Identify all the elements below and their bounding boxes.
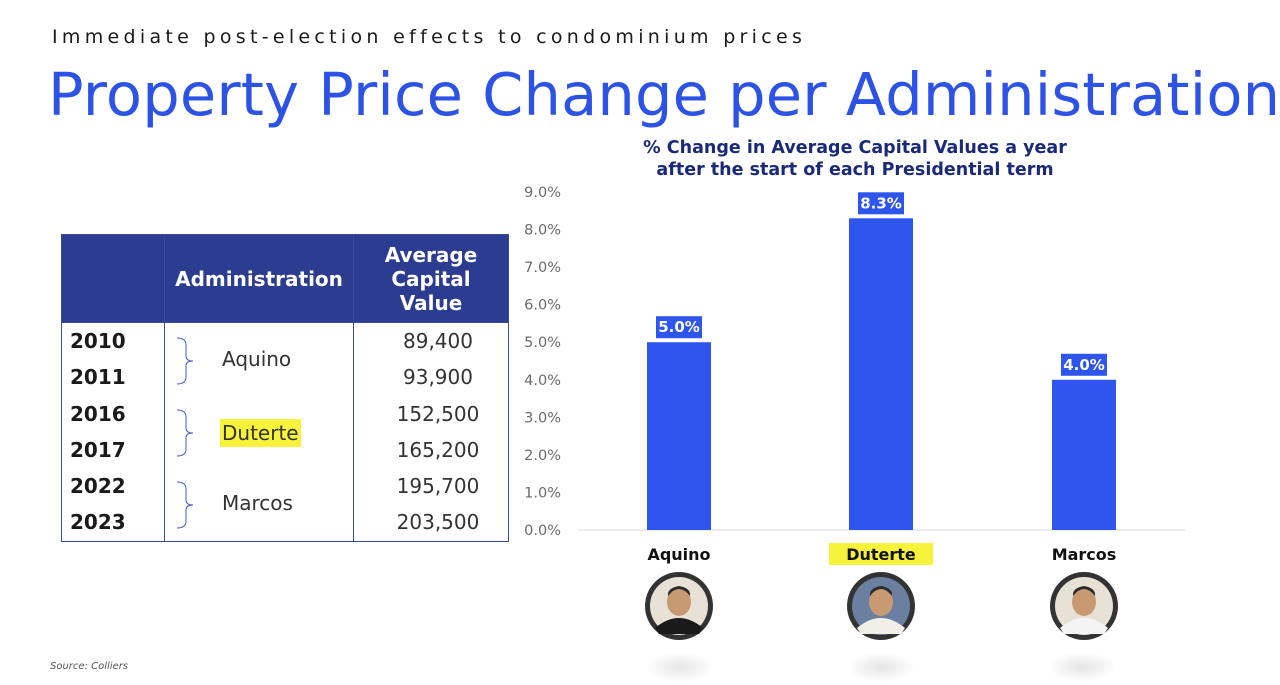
capital-value-table: Administration Average Capital Value 201… bbox=[61, 234, 509, 542]
year-cell: 2017 bbox=[70, 437, 126, 462]
header-year bbox=[61, 234, 165, 323]
data-label: 8.3% bbox=[860, 194, 902, 212]
brace-icon bbox=[177, 481, 194, 529]
data-label-box bbox=[656, 316, 702, 339]
category-label: Aquino bbox=[647, 545, 710, 564]
year-cell: 2023 bbox=[70, 510, 126, 535]
portrait-shadow bbox=[846, 652, 916, 682]
year-cell: 2010 bbox=[70, 329, 126, 353]
table-body-row: 2010 2011 2016 2017 2022 2023 Aquino bbox=[61, 322, 509, 542]
values-column: 89,400 93,900 152,500 165,200 195,700 20… bbox=[353, 322, 509, 542]
y-tick-label: 8.0% bbox=[524, 223, 561, 239]
portrait-shadow bbox=[645, 652, 715, 682]
y-tick-label: 5.0% bbox=[524, 335, 561, 351]
table-header-row: Administration Average Capital Value bbox=[61, 234, 509, 323]
y-tick-label: 3.0% bbox=[524, 410, 561, 426]
avatar-shoulders bbox=[1060, 618, 1108, 634]
data-label-box bbox=[858, 192, 904, 215]
avatar bbox=[645, 572, 713, 640]
header-value-line: Average bbox=[384, 242, 478, 267]
slide-title: Property Price Change per Administration bbox=[48, 60, 1280, 129]
avatar-hair bbox=[667, 586, 691, 596]
administration-column: Aquino Duterte Marcos bbox=[164, 322, 354, 542]
year-cell: 2011 bbox=[70, 365, 126, 390]
avatar-face bbox=[1072, 588, 1096, 616]
value-cell: 152,500 bbox=[396, 401, 480, 426]
avatar-face bbox=[869, 588, 893, 616]
header-value-line: Value bbox=[399, 290, 463, 315]
header-value-line: Capital bbox=[391, 266, 471, 291]
y-tick-label: 4.0% bbox=[524, 373, 561, 389]
year-cell: 2016 bbox=[70, 401, 126, 426]
value-cell: 195,700 bbox=[396, 474, 480, 499]
value-cell: 203,500 bbox=[396, 510, 480, 535]
y-tick-label: 6.0% bbox=[524, 298, 561, 314]
chart-title: % Change in Average Capital Values a yea… bbox=[550, 137, 1160, 181]
y-tick-label: 1.0% bbox=[524, 485, 561, 501]
avatar bbox=[1050, 572, 1118, 640]
chart-title-line-1: % Change in Average Capital Values a yea… bbox=[643, 138, 1067, 158]
y-tick-label: 9.0% bbox=[524, 185, 561, 201]
avatar-shoulders bbox=[655, 618, 703, 634]
admin-name-duterte: Duterte bbox=[220, 419, 301, 447]
slide-eyebrow: Immediate post-election effects to condo… bbox=[52, 26, 807, 48]
brace-icon bbox=[177, 337, 194, 385]
y-tick-label: 2.0% bbox=[524, 448, 561, 464]
avatar bbox=[847, 572, 915, 640]
avatar-hair bbox=[869, 586, 893, 596]
bar-duterte bbox=[849, 218, 913, 531]
value-cell: 165,200 bbox=[396, 437, 480, 462]
category-label: Marcos bbox=[1052, 545, 1117, 564]
avatar-face bbox=[667, 588, 691, 616]
data-label: 5.0% bbox=[658, 318, 700, 336]
avatar-shoulders bbox=[857, 618, 905, 634]
avatar-hair bbox=[1072, 586, 1096, 596]
admin-name-aquino: Aquino bbox=[222, 347, 292, 371]
years-column: 2010 2011 2016 2017 2022 2023 bbox=[61, 322, 165, 542]
bar-marcos bbox=[1052, 379, 1116, 530]
value-cell: 89,400 bbox=[403, 329, 473, 353]
header-average-capital-value: Average Capital Value bbox=[353, 234, 509, 323]
brace-icon bbox=[177, 409, 194, 457]
y-tick-label: 7.0% bbox=[524, 260, 561, 276]
category-label: Duterte bbox=[846, 545, 916, 564]
category-highlight bbox=[829, 543, 933, 565]
data-label: 4.0% bbox=[1063, 356, 1105, 374]
header-administration: Administration bbox=[164, 234, 354, 323]
y-tick-label: 0.0% bbox=[524, 523, 561, 539]
data-label-box bbox=[1061, 353, 1107, 376]
portrait-shadow bbox=[1047, 652, 1117, 682]
bar-aquino bbox=[647, 342, 711, 530]
admin-name-marcos: Marcos bbox=[222, 491, 293, 515]
source-note: Source: Colliers bbox=[50, 661, 129, 672]
year-cell: 2022 bbox=[70, 474, 126, 499]
value-cell: 93,900 bbox=[403, 365, 473, 390]
chart-title-line-2: after the start of each Presidential ter… bbox=[656, 160, 1054, 180]
